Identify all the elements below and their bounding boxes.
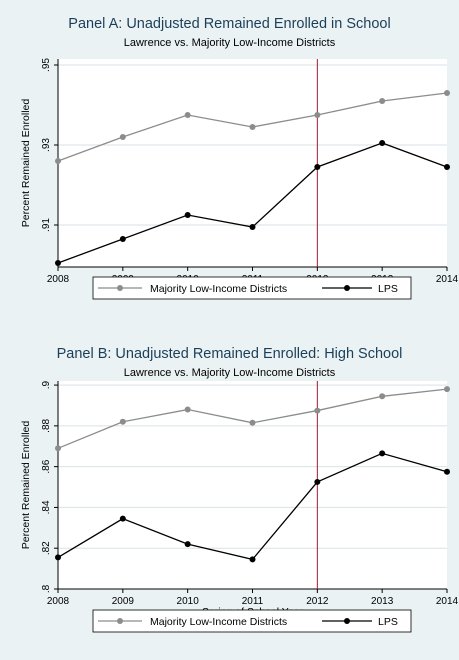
lps-data-point (119, 515, 126, 522)
lps-data-point (249, 556, 256, 563)
legend: Majority Low-Income Districts LPS (92, 276, 412, 300)
y-tick-label: .91 (41, 218, 52, 232)
y-tick-label: .84 (41, 500, 52, 514)
lps-data-point (184, 541, 191, 548)
legend-box (92, 609, 412, 633)
plot-area (58, 59, 447, 267)
majority-data-point (249, 124, 256, 130)
chart-title: Panel B: Unadjusted Remained Enrolled: H… (57, 346, 403, 362)
legend-swatch-marker (344, 285, 350, 291)
majority-data-point (314, 112, 321, 118)
majority-data-point (314, 407, 321, 414)
x-tick-label: 2010 (177, 596, 200, 607)
panel-a: Panel A: Unadjusted Remained Enrolled in… (20, 16, 459, 300)
y-tick-label: .86 (41, 459, 52, 473)
legend-swatch-marker (117, 285, 123, 291)
x-tick-label: 2011 (242, 596, 264, 607)
lps-data-point (444, 164, 450, 170)
legend-label: LPS (378, 616, 398, 628)
lps-data-point (184, 212, 191, 218)
y-tick-label: .82 (41, 541, 52, 555)
lps-data-point (444, 468, 450, 475)
legend-swatch-marker (344, 618, 350, 624)
x-tick-label: 2008 (47, 274, 70, 285)
majority-data-point (119, 418, 126, 425)
majority-data-point (379, 98, 386, 104)
plot-area (58, 381, 447, 589)
y-tick-label: .88 (41, 418, 52, 432)
lps-data-point (314, 478, 321, 485)
majority-data-point (119, 134, 126, 140)
x-tick-label: 2014 (436, 596, 459, 607)
majority-data-point (55, 445, 61, 452)
majority-data-point (184, 406, 191, 413)
y-tick-label: .93 (41, 138, 52, 152)
panel-b: Panel B: Unadjusted Remained Enrolled: H… (20, 346, 459, 633)
majority-data-point (444, 90, 450, 96)
legend-swatch-marker (117, 618, 123, 624)
lps-data-point (314, 164, 321, 170)
lps-data-point (55, 260, 61, 266)
chart-subtitle: Lawrence vs. Majority Low-Income Distric… (124, 367, 336, 379)
majority-data-point (444, 386, 450, 393)
legend-label: LPS (378, 283, 398, 295)
y-tick-label: .9 (41, 380, 52, 389)
chart-title: Panel A: Unadjusted Remained Enrolled in… (68, 16, 390, 32)
lps-data-point (379, 450, 386, 457)
y-tick-label: .8 (41, 584, 52, 593)
x-tick-label: 2014 (436, 274, 459, 285)
majority-data-point (249, 419, 256, 426)
lps-data-point (379, 140, 386, 146)
majority-data-point (55, 158, 61, 164)
y-axis-label: Percent Remained Enrolled (20, 421, 32, 550)
y-axis-label: Percent Remained Enrolled (20, 99, 32, 228)
x-tick-label: 2013 (371, 596, 394, 607)
legend-label: Majority Low-Income Districts (150, 283, 287, 295)
lps-data-point (55, 554, 61, 561)
legend-box (92, 276, 412, 300)
y-tick-label: .95 (41, 58, 52, 72)
majority-data-point (184, 112, 191, 118)
lps-data-point (249, 224, 256, 230)
majority-data-point (379, 393, 386, 400)
legend-label: Majority Low-Income Districts (150, 616, 287, 628)
x-tick-label: 2012 (306, 596, 329, 607)
x-tick-label: 2009 (112, 596, 135, 607)
x-tick-label: 2008 (47, 596, 70, 607)
legend: Majority Low-Income Districts LPS (92, 609, 412, 633)
chart-subtitle: Lawrence vs. Majority Low-Income Distric… (124, 37, 336, 49)
lps-data-point (119, 236, 126, 242)
